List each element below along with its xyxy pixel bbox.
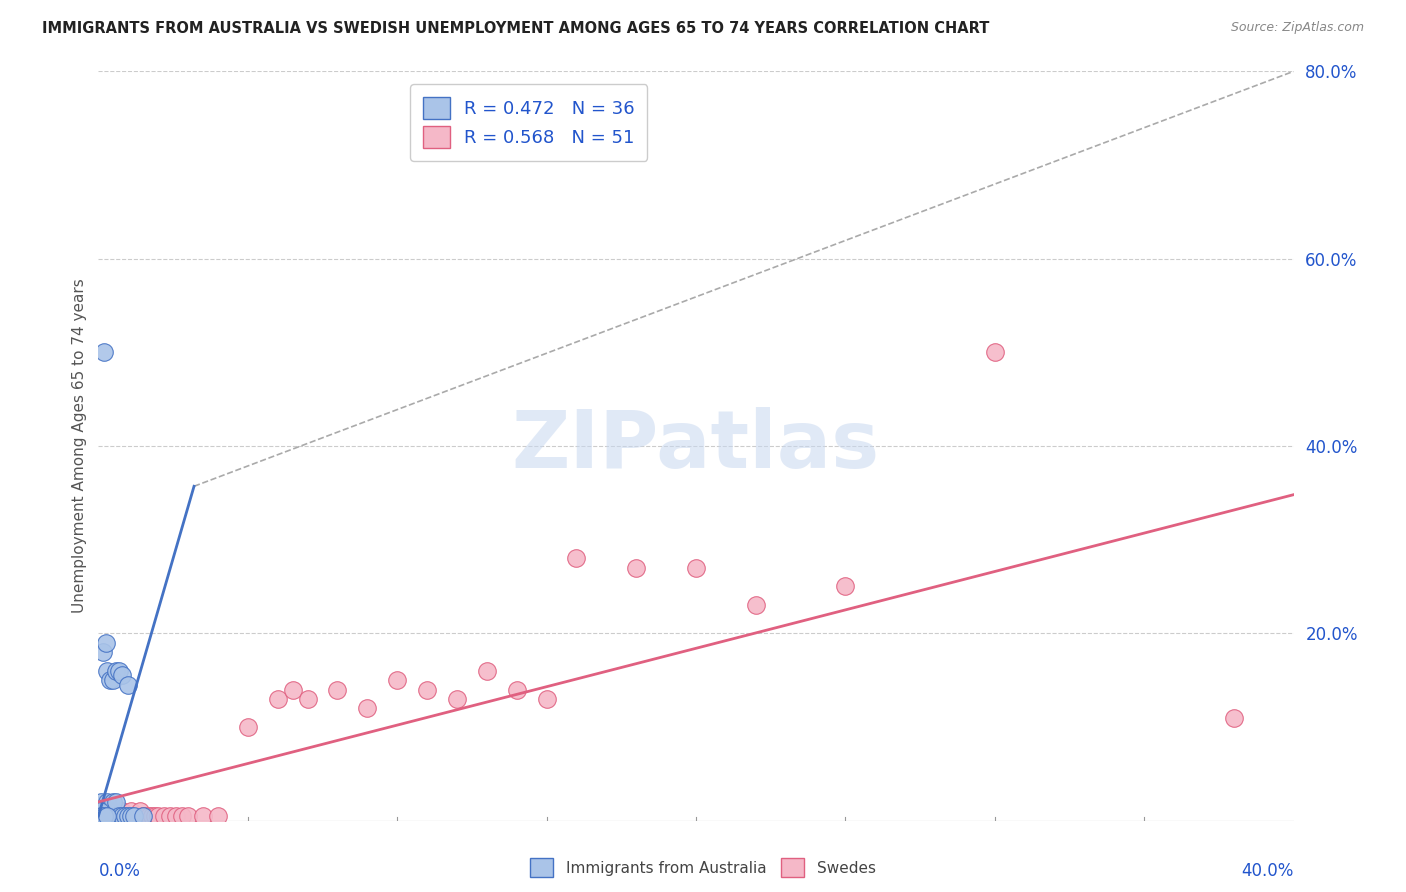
Point xyxy=(626,561,648,575)
Point xyxy=(108,809,131,823)
Point xyxy=(416,682,439,697)
Point xyxy=(124,809,146,823)
Point xyxy=(127,809,149,823)
Point xyxy=(96,664,118,678)
Point xyxy=(165,809,187,823)
Point xyxy=(143,809,166,823)
Point xyxy=(326,682,349,697)
Point xyxy=(177,809,200,823)
Y-axis label: Unemployment Among Ages 65 to 74 years: Unemployment Among Ages 65 to 74 years xyxy=(72,278,87,614)
Text: Source: ZipAtlas.com: Source: ZipAtlas.com xyxy=(1230,21,1364,34)
Point xyxy=(124,809,146,823)
Point xyxy=(89,805,111,819)
Point xyxy=(90,795,112,809)
Point xyxy=(172,809,194,823)
Point xyxy=(135,809,157,823)
Text: IMMIGRANTS FROM AUSTRALIA VS SWEDISH UNEMPLOYMENT AMONG AGES 65 TO 74 YEARS CORR: IMMIGRANTS FROM AUSTRALIA VS SWEDISH UNE… xyxy=(42,21,990,36)
Text: 40.0%: 40.0% xyxy=(1241,862,1294,880)
Point xyxy=(105,809,128,823)
Point xyxy=(108,664,131,678)
Point xyxy=(745,599,768,613)
Point xyxy=(111,805,134,819)
Point xyxy=(111,668,134,682)
Point xyxy=(117,809,139,823)
Point xyxy=(132,809,155,823)
Point xyxy=(120,805,142,819)
Point xyxy=(103,809,125,823)
Point xyxy=(297,692,319,706)
Point xyxy=(114,809,136,823)
Point xyxy=(98,809,122,823)
Point xyxy=(129,805,152,819)
Point xyxy=(90,805,112,819)
Point xyxy=(96,809,118,823)
Legend: R = 0.472   N = 36, R = 0.568   N = 51: R = 0.472 N = 36, R = 0.568 N = 51 xyxy=(411,84,647,161)
Point xyxy=(98,673,122,688)
Point xyxy=(96,809,118,823)
Point xyxy=(96,795,118,809)
Point xyxy=(105,664,128,678)
Point xyxy=(96,805,118,819)
Point xyxy=(356,701,378,715)
Point xyxy=(98,805,122,819)
Point xyxy=(685,561,707,575)
Legend: Immigrants from Australia, Swedes: Immigrants from Australia, Swedes xyxy=(524,852,882,883)
Point xyxy=(506,682,529,697)
Point xyxy=(114,809,136,823)
Point xyxy=(236,720,259,734)
Point xyxy=(90,809,112,823)
Point xyxy=(138,809,160,823)
Point xyxy=(281,682,304,697)
Point xyxy=(565,551,588,566)
Point xyxy=(267,692,290,706)
Point xyxy=(1223,710,1246,724)
Point xyxy=(105,809,128,823)
Point xyxy=(89,809,111,823)
Point xyxy=(93,345,115,359)
Point xyxy=(93,805,115,819)
Point xyxy=(93,809,115,823)
Point xyxy=(94,635,117,649)
Point xyxy=(98,805,122,819)
Point xyxy=(108,809,131,823)
Point xyxy=(159,809,181,823)
Point xyxy=(132,809,155,823)
Point xyxy=(90,809,112,823)
Point xyxy=(90,809,112,823)
Point xyxy=(103,795,125,809)
Point xyxy=(96,809,118,823)
Point xyxy=(96,805,118,819)
Point xyxy=(117,809,139,823)
Point xyxy=(120,809,142,823)
Text: ZIPatlas: ZIPatlas xyxy=(512,407,880,485)
Point xyxy=(191,809,214,823)
Point xyxy=(385,673,409,688)
Point xyxy=(153,809,176,823)
Point xyxy=(536,692,558,706)
Point xyxy=(93,805,115,819)
Point xyxy=(90,805,112,819)
Point xyxy=(141,809,163,823)
Point xyxy=(207,809,229,823)
Point xyxy=(103,673,125,688)
Point xyxy=(91,645,114,659)
Point xyxy=(111,809,134,823)
Point xyxy=(475,664,498,678)
Point xyxy=(446,692,468,706)
Text: 0.0%: 0.0% xyxy=(98,862,141,880)
Point xyxy=(834,580,856,594)
Point xyxy=(103,805,125,819)
Point xyxy=(98,809,122,823)
Point xyxy=(93,809,115,823)
Point xyxy=(103,809,125,823)
Point xyxy=(93,809,115,823)
Point xyxy=(105,795,128,809)
Point xyxy=(984,345,1007,359)
Point xyxy=(148,809,170,823)
Point xyxy=(117,678,139,692)
